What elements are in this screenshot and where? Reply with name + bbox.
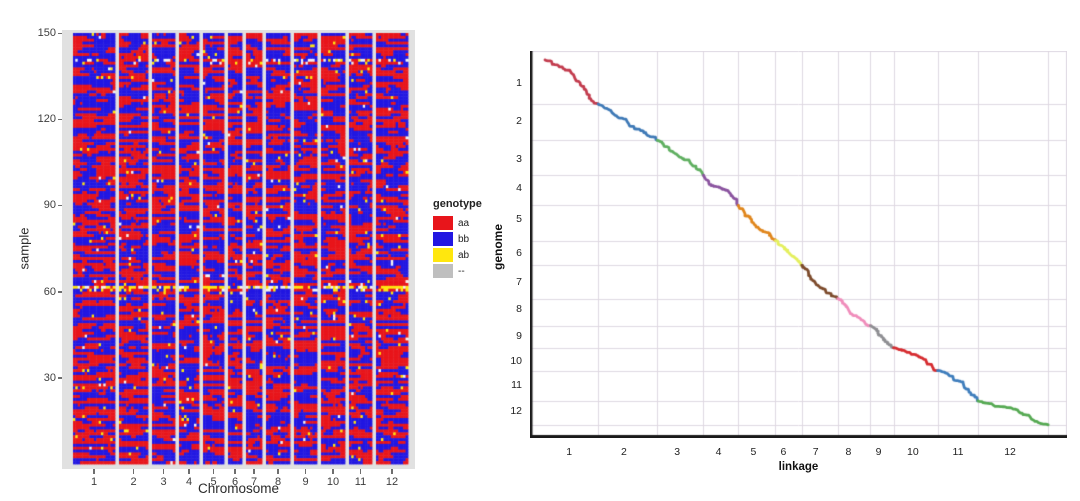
linkage-plot-xtick-7: 7 xyxy=(812,446,819,458)
legend-label: bb xyxy=(458,233,470,245)
heatmap-xtick-mark xyxy=(212,469,215,474)
heatmap-x-axis-label: Chromosome xyxy=(197,481,280,496)
legend-item-ab: ab xyxy=(433,248,503,262)
heatmap-xtick-8: 8 xyxy=(274,476,282,488)
heatmap-xtick-mark xyxy=(304,469,307,474)
heatmap-ytick-60: 60 xyxy=(43,285,56,298)
linkage-plot-xtick-3: 3 xyxy=(674,446,681,458)
heatmap-xtick-4: 4 xyxy=(185,476,193,488)
heatmap-y-axis-label: sample xyxy=(16,227,32,270)
heatmap-ytick-150: 150 xyxy=(37,27,56,39)
heatmap-ytick-mark xyxy=(58,118,63,121)
legend-item-bb: bb xyxy=(433,232,503,246)
linkage-plot-x-axis-label: linkage xyxy=(778,461,819,473)
legend-item---: -- xyxy=(433,264,503,278)
linkage-plot-ytick-9: 9 xyxy=(516,329,522,342)
heatmap-xtick-mark xyxy=(93,469,95,474)
heatmap-xtick-7: 7 xyxy=(250,476,258,488)
heatmap-xtick-1: 1 xyxy=(90,476,98,488)
linkage-plot-ytick-3: 3 xyxy=(516,153,522,166)
heatmap-ytick-mark xyxy=(58,32,63,34)
linkage-plot-ytick-7: 7 xyxy=(516,276,522,289)
genotype-heatmap-canvas xyxy=(62,30,415,469)
legend-swatch-bb xyxy=(433,232,453,246)
linkage-plot-xtick-8: 8 xyxy=(845,446,852,458)
legend-label: ab xyxy=(458,249,470,261)
linkage-plot-xtick-4: 4 xyxy=(715,446,722,458)
linkage-plot-ytick-4: 4 xyxy=(516,182,522,195)
legend-label: -- xyxy=(458,265,465,277)
linkage-plot-xtick-10: 10 xyxy=(907,446,919,458)
linkage-plot-ytick-5: 5 xyxy=(516,213,522,226)
heatmap-xtick-2: 2 xyxy=(130,476,137,488)
heatmap-xtick-12: 12 xyxy=(385,476,399,488)
heatmap-xtick-9: 9 xyxy=(302,476,309,488)
heatmap-xtick-mark xyxy=(253,469,255,474)
heatmap-ytick-90: 90 xyxy=(43,199,56,212)
linkage-plot-xtick-2: 2 xyxy=(621,446,627,458)
heatmap-xtick-mark xyxy=(277,469,279,474)
linkage-plot-ytick-11: 11 xyxy=(511,378,522,391)
genotype-legend-title: genotype xyxy=(433,198,482,210)
heatmap-xtick-mark xyxy=(234,469,236,474)
genotype-legend-items: aa bb ab -- xyxy=(433,216,503,278)
linkage-plot-xtick-12: 12 xyxy=(1004,446,1016,458)
legend-swatch-ab xyxy=(433,248,453,262)
linkage-plot-ytick-2: 2 xyxy=(516,115,522,128)
linkage-plot-ytick-12: 12 xyxy=(510,404,522,417)
heatmap-xtick-mark xyxy=(188,469,190,474)
heatmap-ytick-mark xyxy=(58,204,63,207)
heatmap-ytick-120: 120 xyxy=(37,113,56,126)
heatmap-xtick-3: 3 xyxy=(160,476,167,488)
heatmap-ytick-mark xyxy=(58,377,63,379)
linkage-plot-xtick-1: 1 xyxy=(566,446,573,458)
heatmap-ytick-30: 30 xyxy=(43,371,56,384)
heatmap-xtick-6: 6 xyxy=(231,476,239,488)
linkage-plot-ytick-10: 10 xyxy=(510,354,522,367)
legend-item-aa: aa xyxy=(433,216,503,230)
legend-swatch-aa xyxy=(433,216,453,230)
legend-label: aa xyxy=(458,217,470,229)
heatmap-ytick-mark xyxy=(58,291,63,293)
linkage-plot-xtick-11: 11 xyxy=(952,446,964,458)
heatmap-xtick-mark xyxy=(132,469,135,474)
linkage-plot-xtick-9: 9 xyxy=(875,446,882,458)
linkage-plot-ytick-1: 1 xyxy=(516,77,522,90)
heatmap-xtick-10: 10 xyxy=(326,476,340,488)
linkage-plot-ytick-6: 6 xyxy=(516,247,522,260)
heatmap-xtick-11: 11 xyxy=(354,476,367,488)
genotype-legend: genotype aa bb ab -- xyxy=(433,198,503,280)
heatmap-xtick-mark xyxy=(332,469,334,474)
heatmap-xtick-mark xyxy=(162,469,165,474)
heatmap-xtick-mark xyxy=(391,469,393,474)
linkage-genome-plot-canvas xyxy=(530,51,1067,438)
heatmap-xtick-mark xyxy=(359,469,362,474)
heatmap-xtick-5: 5 xyxy=(210,476,217,488)
legend-swatch--- xyxy=(433,264,453,278)
linkage-plot-xtick-6: 6 xyxy=(780,446,787,458)
linkage-plot-xtick-5: 5 xyxy=(750,446,757,458)
linkage-plot-ytick-8: 8 xyxy=(516,302,522,315)
